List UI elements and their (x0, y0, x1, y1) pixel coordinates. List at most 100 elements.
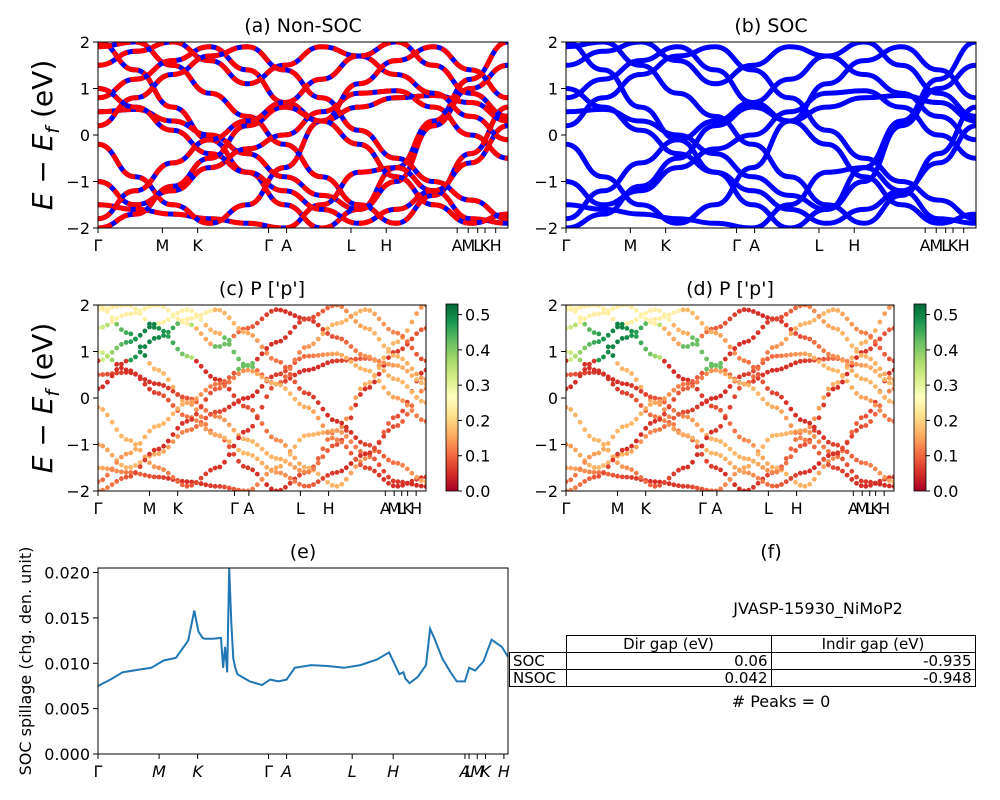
projection-point (376, 362, 382, 368)
projection-point (161, 421, 167, 426)
projection-point (591, 451, 597, 457)
colorbar-tick-label: 0.1 (465, 447, 490, 466)
projection-point (746, 470, 752, 476)
projection-point (849, 429, 855, 435)
projection-point (774, 432, 780, 438)
projection-point (826, 308, 831, 314)
projection-point (320, 331, 326, 337)
projection-point (779, 466, 784, 472)
projection-point (156, 423, 162, 429)
projection-point (718, 407, 723, 413)
projection-point (732, 350, 738, 356)
projection-point (395, 348, 401, 354)
projection-point (568, 465, 574, 471)
y-tick-label: 1 (80, 343, 90, 362)
projection-point (128, 470, 134, 475)
projection-point (226, 439, 232, 445)
projection-point (844, 362, 850, 368)
projection-point (666, 475, 672, 481)
projection-point (605, 471, 611, 477)
projection-point (891, 479, 894, 485)
projection-point (334, 358, 340, 364)
projection-point (868, 482, 873, 488)
projection-point (877, 408, 883, 413)
projection-point (184, 353, 190, 359)
projection-point (811, 355, 817, 361)
projection-point (128, 357, 134, 363)
projection-point (568, 487, 574, 491)
projection-point (699, 401, 705, 407)
projection-point (259, 374, 265, 380)
projection-point (105, 485, 110, 491)
projection-point (165, 444, 171, 450)
projection-point (287, 480, 293, 486)
projection-point (708, 396, 714, 401)
projection-point (662, 418, 667, 423)
projection-point (807, 424, 813, 430)
projection-point (671, 310, 677, 316)
projection-point (643, 406, 649, 411)
projection-point (886, 483, 892, 489)
projection-point (231, 486, 237, 491)
projection-point (699, 393, 705, 399)
projection-point (727, 421, 733, 426)
panel-e: (e) SOC spillage (chg. den. unit) 0.0000… (16, 541, 510, 781)
projection-point (751, 386, 756, 392)
projection-point (353, 319, 359, 324)
projection-point (151, 447, 157, 453)
projection-point (418, 370, 424, 376)
projection-point (694, 452, 700, 458)
table-cell-dir: 0.06 (565, 652, 772, 670)
projection-point (231, 393, 237, 399)
projection-point (605, 447, 611, 453)
projection-point (694, 439, 700, 445)
projection-point (891, 367, 894, 373)
x-tick-label: Γ (94, 236, 103, 255)
projection-point (779, 432, 784, 437)
projection-point (802, 483, 808, 489)
projection-point (372, 372, 377, 378)
projection-point (386, 355, 391, 360)
projection-point (685, 464, 691, 470)
projection-point (793, 448, 798, 453)
projection-point (114, 468, 120, 474)
projection-point (582, 468, 588, 474)
projection-point (821, 363, 827, 368)
projection-point (269, 380, 274, 386)
projection-point (325, 360, 330, 366)
projection-point (872, 339, 878, 344)
projection-point (184, 307, 190, 313)
projection-point (400, 482, 405, 488)
projection-point (566, 372, 569, 378)
projection-point (362, 456, 368, 461)
projection-point (381, 368, 387, 374)
projection-point (566, 349, 569, 354)
panel-b-plot-area (566, 42, 976, 228)
projection-point (381, 477, 387, 482)
band-line-red (98, 42, 508, 143)
projection-point (367, 466, 373, 471)
projection-point (779, 314, 784, 320)
projection-point (320, 454, 326, 460)
projection-point (208, 384, 213, 389)
projection-point (137, 308, 143, 314)
projection-point (882, 351, 887, 357)
projection-point (264, 346, 270, 351)
projection-point (610, 434, 616, 440)
projection-point (821, 395, 827, 400)
projection-point (142, 472, 148, 478)
projection-point (577, 349, 583, 355)
projection-point (353, 395, 359, 400)
x-tick-label: M (387, 499, 401, 518)
projection-point (128, 331, 134, 337)
band-line-red (98, 165, 508, 228)
projection-point (624, 305, 630, 308)
projection-point (217, 381, 223, 387)
projection-point (582, 345, 588, 351)
projection-point (783, 479, 789, 485)
projection-point (348, 405, 354, 411)
projection-point (362, 465, 368, 470)
projection-point (98, 465, 101, 471)
projection-point (325, 430, 330, 436)
